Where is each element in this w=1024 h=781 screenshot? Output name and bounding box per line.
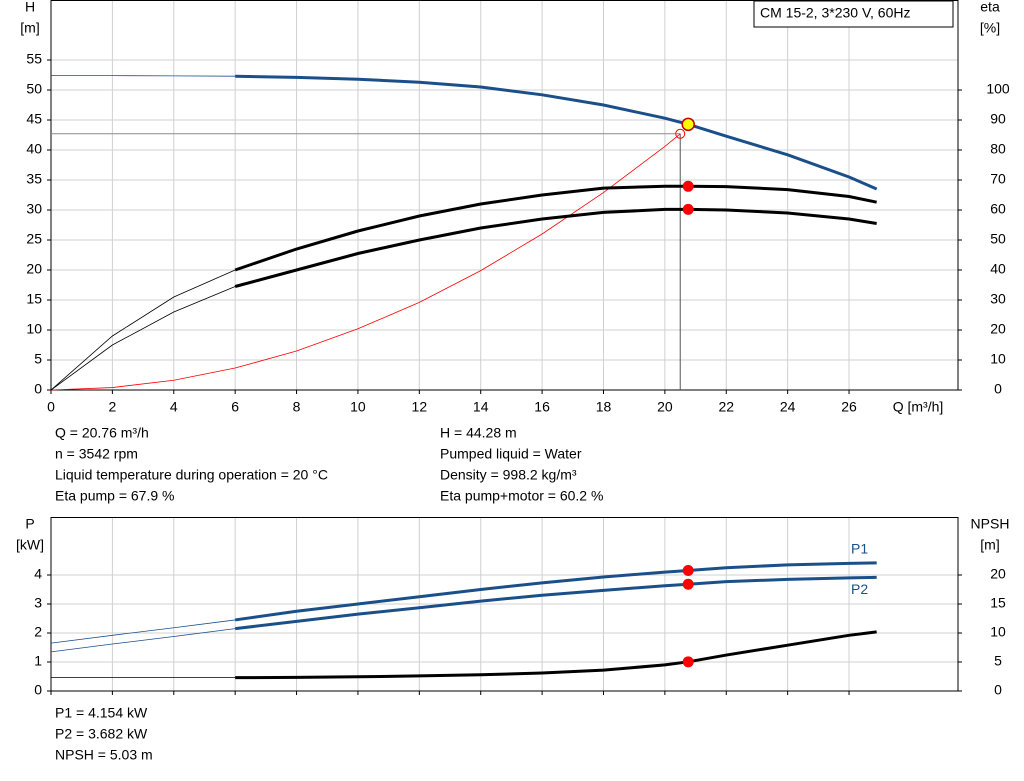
y-tick-label: 50 [26,81,42,97]
y2-tick-label: 10 [990,624,1006,640]
plot-frame [50,517,959,692]
y2-tick-label: 5 [994,653,1002,669]
info-line: Pumped liquid = Water [440,446,582,462]
y2-tick-label: 20 [990,321,1006,337]
curve-extrapolated [50,628,236,653]
model-label: CM 15-2, 3*230 V, 60Hz [760,5,910,21]
y-tick-label: 45 [26,111,42,127]
curve-label: P1 [851,541,868,557]
curve-extrapolated [51,75,236,77]
x-tick-label: 8 [293,399,301,415]
y-axis-label: H [25,0,35,15]
y-tick-label: 40 [26,141,42,157]
x-tick-label: 14 [473,399,489,415]
y2-tick-label: 20 [990,566,1006,582]
x-tick-label: 6 [231,399,239,415]
curve [234,207,877,288]
system-point [675,128,686,139]
y2-tick-label: 10 [990,351,1006,367]
y2-tick-label: 15 [990,595,1006,611]
curve-label: P2 [851,581,868,597]
x-tick-label: 4 [170,399,178,415]
curve [234,561,877,622]
y2-tick-label: 70 [990,171,1006,187]
y-tick-label: 1 [34,653,42,669]
x-tick-label: 18 [596,399,612,415]
curve-extrapolated [50,619,236,644]
curve [235,74,878,191]
x-tick-label: 20 [657,399,673,415]
y2-tick-label: 80 [990,141,1006,157]
y-tick-label: 0 [34,381,42,397]
y2-axis-label: NPSH [971,516,1010,532]
x-tick-label: 16 [534,399,550,415]
info-line: P1 = 4.154 kW [55,705,148,721]
y-tick-label: 55 [26,51,42,67]
operating-point [682,180,694,192]
operating-point [681,117,695,132]
curve [235,630,877,680]
y-tick-label: 30 [26,201,42,217]
y-tick-label: 10 [26,321,42,337]
operating-point [682,203,694,215]
operating-point [682,656,694,668]
x-tick-label: 2 [108,399,116,415]
y2-tick-label: 40 [990,261,1006,277]
y-tick-label: 0 [34,682,42,698]
y2-axis-label: [%] [980,20,1000,36]
curve-extrapolated [50,269,236,391]
y-tick-label: 5 [34,351,42,367]
y2-tick-label: 0 [994,381,1002,397]
x-tick-label: 10 [350,399,366,415]
y-tick-label: 3 [34,595,42,611]
curve [234,184,877,272]
info-line: Liquid temperature during operation = 20… [55,467,328,483]
curve-extrapolated [50,286,236,391]
x-tick-label: 24 [780,399,796,415]
operating-point [682,565,694,577]
x-axis-label: Q [m³/h] [893,399,944,415]
y2-tick-label: 100 [986,81,1010,97]
info-line: Q = 20.76 m³/h [55,425,149,441]
info-line: H = 44.28 m [440,425,517,441]
info-line: n = 3542 rpm [55,446,138,462]
model-box [753,0,954,28]
y2-tick-label: 50 [990,231,1006,247]
info-line: Density = 998.2 kg/m³ [440,467,577,483]
info-line: Eta pump = 67.9 % [55,488,174,504]
y2-tick-label: 60 [990,201,1006,217]
y-axis-label: [m] [20,20,39,36]
y-tick-label: 4 [34,566,42,582]
y2-axis-label: [m] [980,537,999,553]
curve [234,575,877,631]
y-axis-label: P [25,516,34,532]
operating-point [682,578,694,590]
plot-frame [50,0,959,391]
y-tick-label: 2 [34,624,42,640]
y-tick-label: 15 [26,291,42,307]
x-tick-label: 22 [718,399,734,415]
y2-tick-label: 90 [990,111,1006,127]
info-line: P2 = 3.682 kW [55,726,148,742]
info-line: Eta pump+motor = 60.2 % [440,488,603,504]
y2-tick-label: 30 [990,291,1006,307]
y2-tick-label: 0 [994,682,1002,698]
info-line: NPSH = 5.03 m [55,747,153,763]
y2-axis-label: eta [980,0,1000,15]
y-tick-label: 35 [26,171,42,187]
y-tick-label: 20 [26,261,42,277]
y-axis-label: [kW] [16,537,44,553]
x-tick-label: 0 [47,399,55,415]
x-tick-label: 12 [412,399,428,415]
system-curve [50,133,681,391]
x-tick-label: 26 [841,399,857,415]
y-tick-label: 25 [26,231,42,247]
